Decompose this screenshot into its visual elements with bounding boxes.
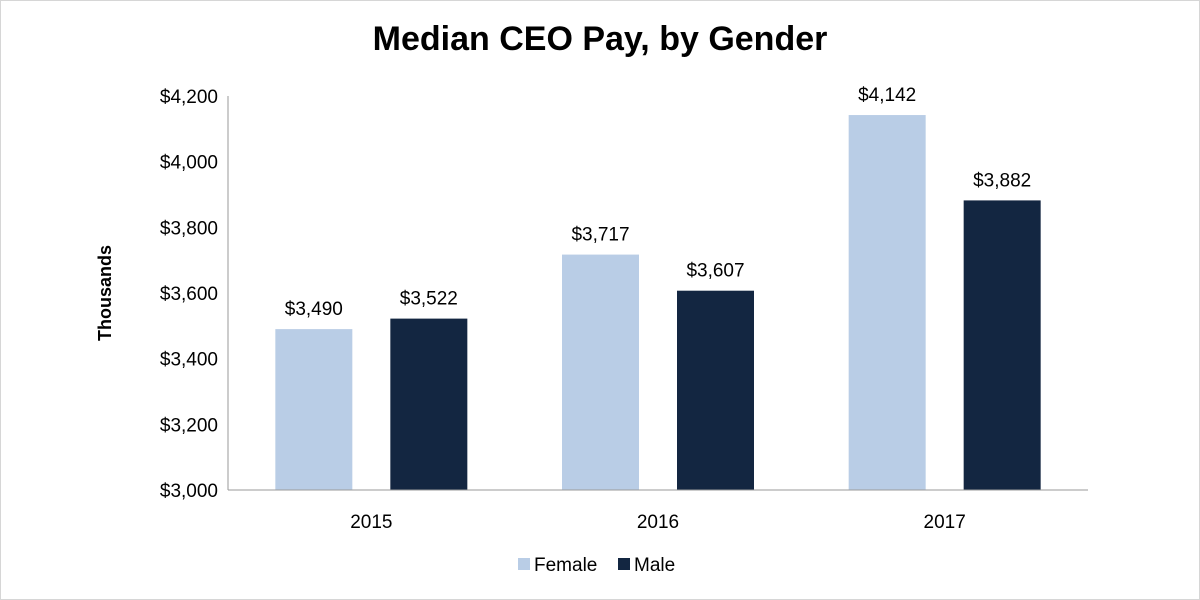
legend-label-female: Female (534, 555, 597, 576)
data-label: $3,522 (400, 289, 458, 310)
y-axis: $3,000 $3,200 $3,400 $3,600 $3,800 $4,000 $4,2… (95, 87, 229, 502)
y-axis-title: Thousands (95, 245, 115, 341)
legend-label-male: Male (634, 555, 675, 576)
bar-male-2015 (390, 318, 468, 490)
legend-swatch-male (618, 558, 630, 570)
x-axis: 2015 2016 2017 (228, 489, 1088, 533)
data-label: $3,882 (973, 170, 1031, 191)
y-tick-label: $3,200 (160, 415, 218, 436)
legend-swatch-female (518, 558, 530, 570)
y-tick-label: $4,000 (160, 153, 218, 174)
x-tick-label: 2016 (637, 512, 679, 533)
bar-male-2017 (963, 200, 1041, 490)
chart-title: Median CEO Pay, by Gender (372, 20, 828, 58)
x-tick-label: 2015 (350, 512, 392, 533)
data-label: $3,607 (686, 261, 744, 282)
data-label: $3,490 (285, 299, 343, 320)
bar-female-2017 (848, 115, 926, 490)
data-label: $3,717 (571, 225, 629, 246)
y-tick-label: $4,200 (160, 87, 218, 108)
x-tick-label: 2017 (924, 512, 966, 533)
bar-male-2016 (677, 290, 754, 490)
bars: $3,490 $3,522 $3,717 $3,607 $4,142 $3,882 (275, 85, 1041, 490)
y-tick-label: $3,600 (160, 284, 218, 305)
bar-female-2015 (275, 329, 353, 490)
y-tick-label: $3,000 (160, 481, 218, 502)
legend: Female Male (518, 555, 675, 576)
y-tick-label: $3,800 (160, 218, 218, 239)
data-label: $4,142 (858, 85, 916, 106)
y-tick-label: $3,400 (160, 350, 218, 371)
bar-female-2016 (562, 254, 639, 490)
